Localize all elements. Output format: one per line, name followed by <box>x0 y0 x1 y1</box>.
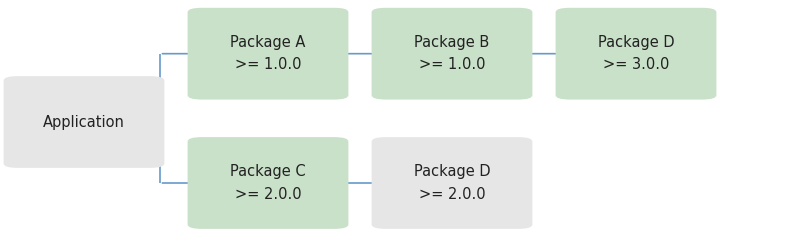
FancyBboxPatch shape <box>371 137 533 229</box>
FancyBboxPatch shape <box>188 8 349 100</box>
FancyBboxPatch shape <box>555 8 717 100</box>
Text: Package A
>= 1.0.0: Package A >= 1.0.0 <box>230 35 306 72</box>
Text: Application: Application <box>43 114 125 130</box>
Text: Package C
>= 2.0.0: Package C >= 2.0.0 <box>230 164 306 202</box>
FancyBboxPatch shape <box>3 76 165 168</box>
Text: Package B
>= 1.0.0: Package B >= 1.0.0 <box>414 35 490 72</box>
Text: Package D
>= 2.0.0: Package D >= 2.0.0 <box>414 164 490 202</box>
FancyBboxPatch shape <box>371 8 533 100</box>
FancyBboxPatch shape <box>188 137 349 229</box>
Text: Package D
>= 3.0.0: Package D >= 3.0.0 <box>598 35 674 72</box>
